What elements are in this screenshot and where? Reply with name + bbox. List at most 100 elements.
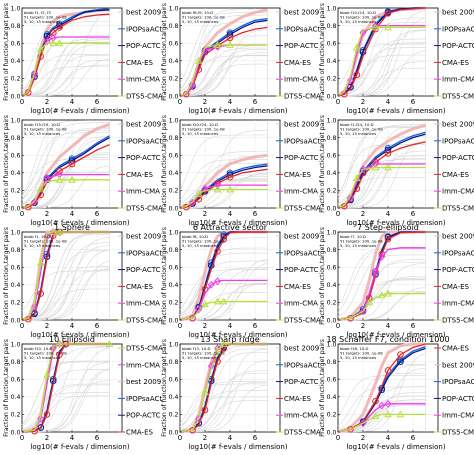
data-point [31, 197, 38, 206]
info-text: 5, 10, 15 instances [340, 243, 376, 248]
data-point [213, 297, 222, 305]
y-tick-label: 1.0 [11, 5, 21, 12]
data-point [56, 340, 63, 348]
legend-label: best 2009 [284, 9, 319, 17]
legend-label: POP-ACTC [126, 266, 161, 274]
data-point [105, 339, 114, 347]
data-point [201, 184, 209, 193]
x-tick-label: 2 [361, 434, 365, 442]
info-text: 51 targets: 100..1e-08 [182, 239, 225, 244]
data-point [384, 399, 392, 408]
legend-label: DTS5-CMA [284, 429, 321, 437]
background-trace [21, 157, 110, 206]
data-point [384, 410, 392, 418]
y-tick-label: 0.2 [169, 188, 179, 195]
series-line [179, 343, 268, 433]
data-point [371, 412, 380, 420]
y-tick-label: 0.4 [169, 394, 179, 401]
data-point [49, 227, 58, 235]
info-text: 5, 10, 15 instances [24, 243, 60, 248]
background-trace [180, 176, 268, 209]
series-line [179, 44, 268, 97]
y-tick-label: 0.0 [11, 205, 21, 212]
y-axis-label: Fraction of function,target pairs [3, 339, 10, 437]
data-point [49, 344, 57, 353]
y-tick-label: 1.0 [327, 229, 337, 236]
y-tick-label: 0.6 [11, 153, 21, 160]
data-point [43, 370, 51, 378]
y-tick-label: 0.0 [169, 429, 179, 436]
background-trace [21, 21, 110, 94]
y-tick-label: 0.4 [11, 394, 21, 401]
info-text: bbob f10, 10-D [24, 346, 53, 351]
y-tick-label: 0.6 [169, 265, 179, 272]
background-trace [21, 361, 110, 425]
background-trace [179, 151, 268, 207]
y-tick-label: 1.0 [327, 341, 337, 348]
data-point [372, 21, 379, 30]
background-trace [21, 34, 110, 96]
x-tick-label: 4 [386, 434, 391, 442]
x-tick-label: 6 [411, 434, 416, 442]
series-line [337, 166, 426, 209]
data-point [43, 232, 51, 241]
data-point [214, 248, 221, 255]
legend-label: DTS5-CMA [126, 205, 163, 213]
data-point [68, 160, 76, 168]
x-tick-label: 6 [95, 434, 100, 442]
x-tick-label: 0 [20, 434, 24, 442]
y-tick-label: 0.8 [169, 135, 179, 142]
data-point [49, 228, 57, 236]
legend-label: DTS5-CMA [126, 93, 163, 101]
y-tick-label: 0.0 [169, 205, 179, 212]
series-line [179, 188, 268, 209]
legend-label: CMA-ES [126, 59, 154, 67]
info-text: 51 targets: 100..1e-08 [182, 127, 225, 132]
legend-label: DTS5-CMA [284, 93, 321, 101]
legend-label: POP-ACTC [442, 395, 474, 403]
legend-label: Imm-CMA [442, 300, 474, 308]
y-tick-label: 0.0 [11, 93, 21, 100]
x-tick-label: 2 [45, 322, 49, 330]
x-axis-label: log10(# f-evals / dimension) [30, 107, 129, 115]
data-point [214, 358, 221, 365]
legend-label: IPOPsaACt [126, 25, 162, 33]
y-tick-label: 0.6 [327, 265, 337, 272]
y-tick-label: 0.6 [327, 377, 337, 384]
background-trace [179, 29, 268, 97]
x-tick-label: 2 [203, 322, 207, 330]
x-tick-label: 6 [95, 210, 100, 218]
background-trace [337, 127, 426, 196]
y-tick-label: 1.0 [169, 117, 179, 124]
info-text: bbob f13, 10-D [182, 346, 211, 351]
info-text: bbob f10-f14, 10-D [340, 10, 376, 15]
legend-label: best 2009 [284, 233, 319, 241]
background-trace [22, 58, 110, 97]
data-point [36, 258, 45, 266]
y-tick-label: 1.0 [169, 341, 179, 348]
legend-label: IPOPsaACt [126, 395, 162, 403]
background-trace [22, 369, 110, 433]
data-point [31, 302, 38, 311]
y-axis-label: Fraction of function,target pairs [319, 115, 326, 213]
legend-label: best 2009 [442, 361, 474, 369]
data-point [189, 198, 196, 207]
x-tick-label: 2 [361, 322, 365, 330]
info-text: 51 targets: 100..1e-08 [182, 351, 225, 356]
y-tick-label: 0.2 [11, 300, 21, 307]
data-point [384, 23, 392, 31]
y-tick-label: 0.2 [11, 188, 21, 195]
legend-label: Imm-CMA [126, 76, 160, 84]
y-tick-label: 0.6 [11, 265, 21, 272]
data-point [372, 267, 379, 276]
legend-label: IPOPsaACt [284, 249, 320, 257]
y-tick-label: 0.4 [327, 394, 337, 401]
y-tick-label: 0.2 [169, 300, 179, 307]
legend-label: POP-ACTC [284, 42, 319, 50]
data-point [226, 169, 234, 177]
y-tick-label: 1.0 [327, 5, 337, 12]
data-point [56, 167, 63, 175]
data-point [195, 414, 203, 423]
legend-label: POP-ACTC [442, 42, 474, 50]
y-tick-label: 0.4 [11, 170, 21, 177]
